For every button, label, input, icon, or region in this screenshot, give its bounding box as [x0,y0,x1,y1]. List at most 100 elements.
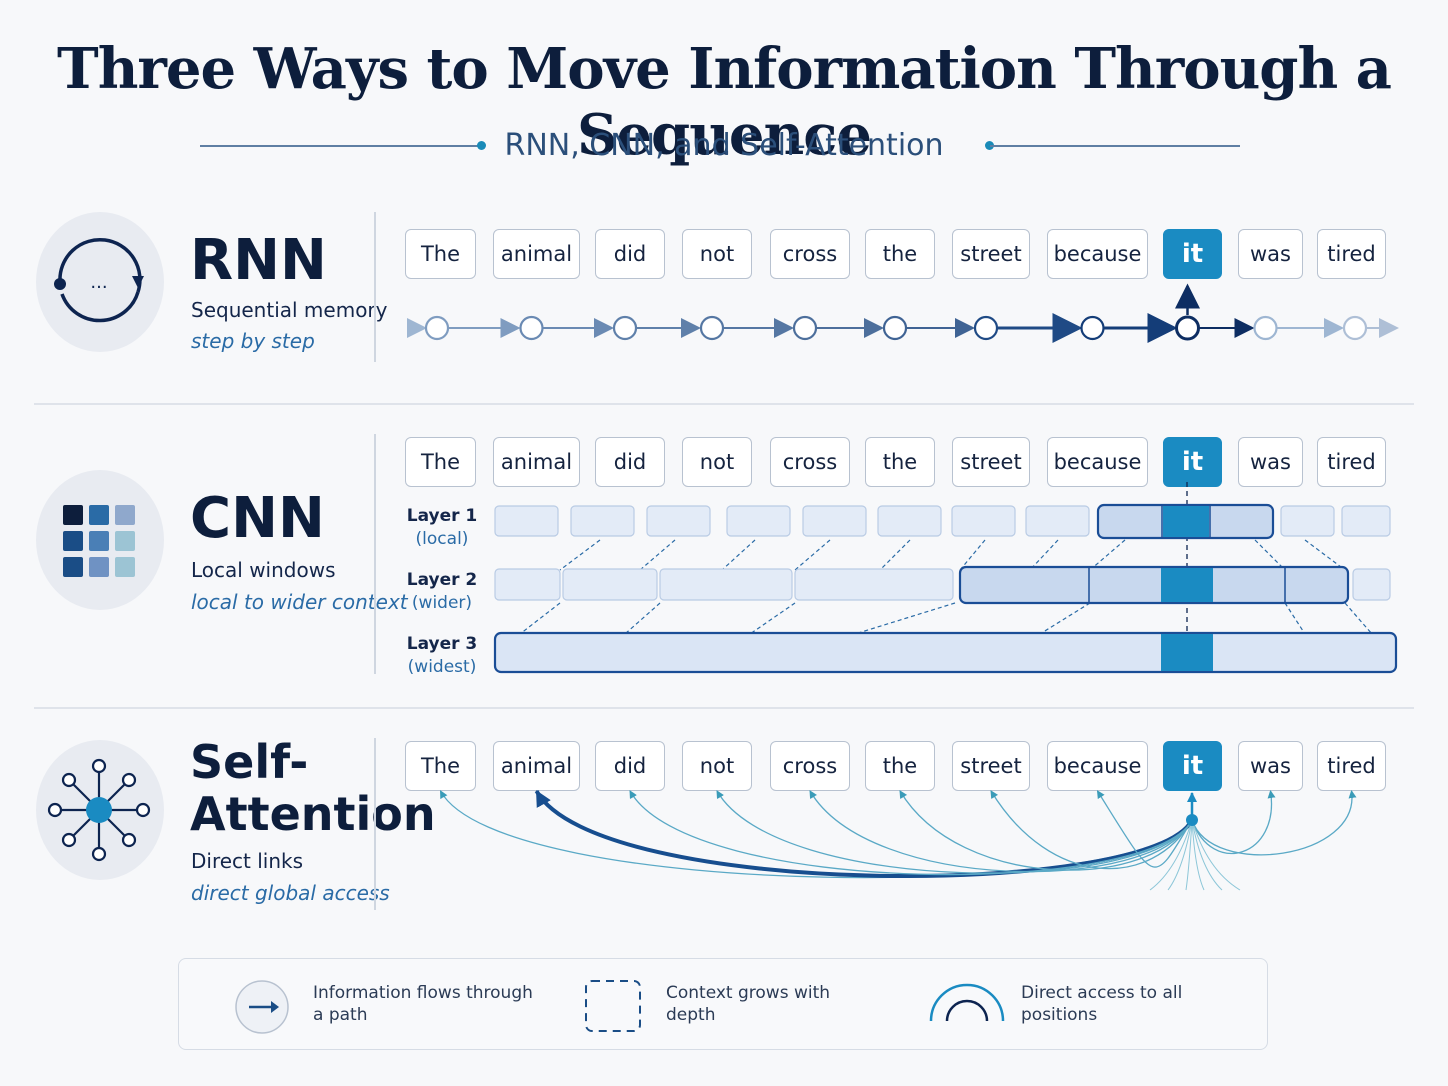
section-divider [34,707,1414,709]
svg-text:...: ... [90,272,107,293]
rnn-hidden-state [612,315,638,341]
attention-icon-badge [36,740,164,880]
cnn-layer-2-cells [494,565,1391,605]
token: animal [493,437,580,487]
attention-fan-strand [1185,819,1193,891]
token: tired [1317,741,1386,791]
cnn-layer-1-cells [494,503,1391,540]
token: The [405,437,476,487]
rnn-hidden-state [973,315,999,341]
rnn-hidden-state [792,315,818,341]
token: The [405,229,476,279]
legend-text-line: positions [1021,1005,1098,1025]
attention-link [899,790,1193,871]
layer-note: (widest) [407,657,477,677]
section-divider [34,403,1414,405]
rnn-hidden-state [519,315,544,341]
rnn-hidden-state [1253,315,1278,341]
rnn-hidden-state [1080,315,1105,341]
legend-text-line: a path [313,1005,368,1025]
token: The [405,741,476,791]
token: street [952,437,1030,487]
token: not [682,229,752,279]
cnn-icon-badge [36,470,164,610]
token: animal [493,229,580,279]
layer-note: (local) [415,529,469,549]
attention-fan-strand [1167,819,1193,891]
subtitle-rule-left [200,145,480,147]
layer-name: Layer 2 [406,570,478,590]
attention-tagline: direct global access [191,881,390,905]
grid-blocks-icon [63,505,135,577]
token: because [1047,741,1148,791]
token: the [865,437,935,487]
subtitle-rule-right [990,145,1240,147]
subtitle-dot-right [985,141,994,150]
rnn-tagline: step by step [191,329,315,353]
token: not [682,741,752,791]
attention-title: Self- Attention [190,736,436,840]
arcs-icon [929,983,1005,1022]
legend-item-path: Information flows through a path [313,982,533,1026]
cnn-layer-1-label: Layer 1 (local) [392,505,492,551]
rnn-hidden-state [882,315,908,341]
token: street [952,229,1030,279]
attention-link [809,790,1193,873]
attention-link-strong [534,790,1194,879]
dashed-box-icon [585,980,641,1032]
attention-link [629,790,1193,876]
attention-hub [1186,814,1198,826]
token: street [952,741,1030,791]
attention-link [1191,790,1357,856]
legend-text-line: Information flows through [313,983,533,1003]
layer-name: Layer 1 [406,506,478,526]
token-focus: it [1163,741,1222,791]
legend-item-depth: Context grows with depth [666,982,830,1026]
cnn-layer-2-label: Layer 2 (wider) [392,569,492,615]
page-title: Three Ways to Move Information Through a… [57,36,1392,168]
token: was [1238,741,1303,791]
attention-title-line-2: Attention [190,787,436,841]
token: not [682,437,752,487]
cnn-divider [374,434,376,674]
attention-fan-strand [1191,819,1223,891]
token-focus: it [1163,437,1222,487]
token-focus: it [1163,229,1222,279]
attention-fan-strand [1149,819,1193,891]
legend-item-direct-access: Direct access to all positions [1021,982,1182,1026]
cnn-layer-3-cells [493,631,1398,674]
token: cross [770,229,850,279]
rnn-description: Sequential memory [191,298,388,322]
token: was [1238,437,1303,487]
legend-panel: Information flows through a path Context… [178,958,1268,1050]
token: did [595,741,665,791]
rnn-hidden-state [1342,315,1368,341]
attention-title-line-1: Self- [190,735,309,789]
cnn-description: Local windows [191,558,336,582]
attention-link [716,790,1193,874]
attention-description: Direct links [191,849,304,873]
attention-link [1191,790,1276,855]
cnn-connectors-upper [559,539,1346,571]
loop-cycle-icon: ... [54,238,144,323]
token: did [595,229,665,279]
token: the [865,229,935,279]
network-hub-icon [47,758,151,862]
token: the [865,741,935,791]
attention-fan-strand [1191,819,1205,891]
token: animal [493,741,580,791]
token: because [1047,229,1148,279]
legend-text-line: Context grows with [666,983,831,1003]
cnn-layer-3-label: Layer 3 (widest) [392,633,492,679]
attention-link [1096,790,1193,868]
cnn-title: CNN [190,486,325,551]
token: because [1047,437,1148,487]
layer-note: (wider) [411,593,473,613]
cnn-tagline: local to wider context [191,590,408,614]
rnn-hidden-state [699,315,725,341]
attention-fan-strand [1191,819,1241,891]
rnn-title: RNN [190,228,327,293]
arrow-circle-icon [235,980,289,1034]
attention-link [439,790,1193,879]
rnn-hidden-state [1175,315,1200,341]
